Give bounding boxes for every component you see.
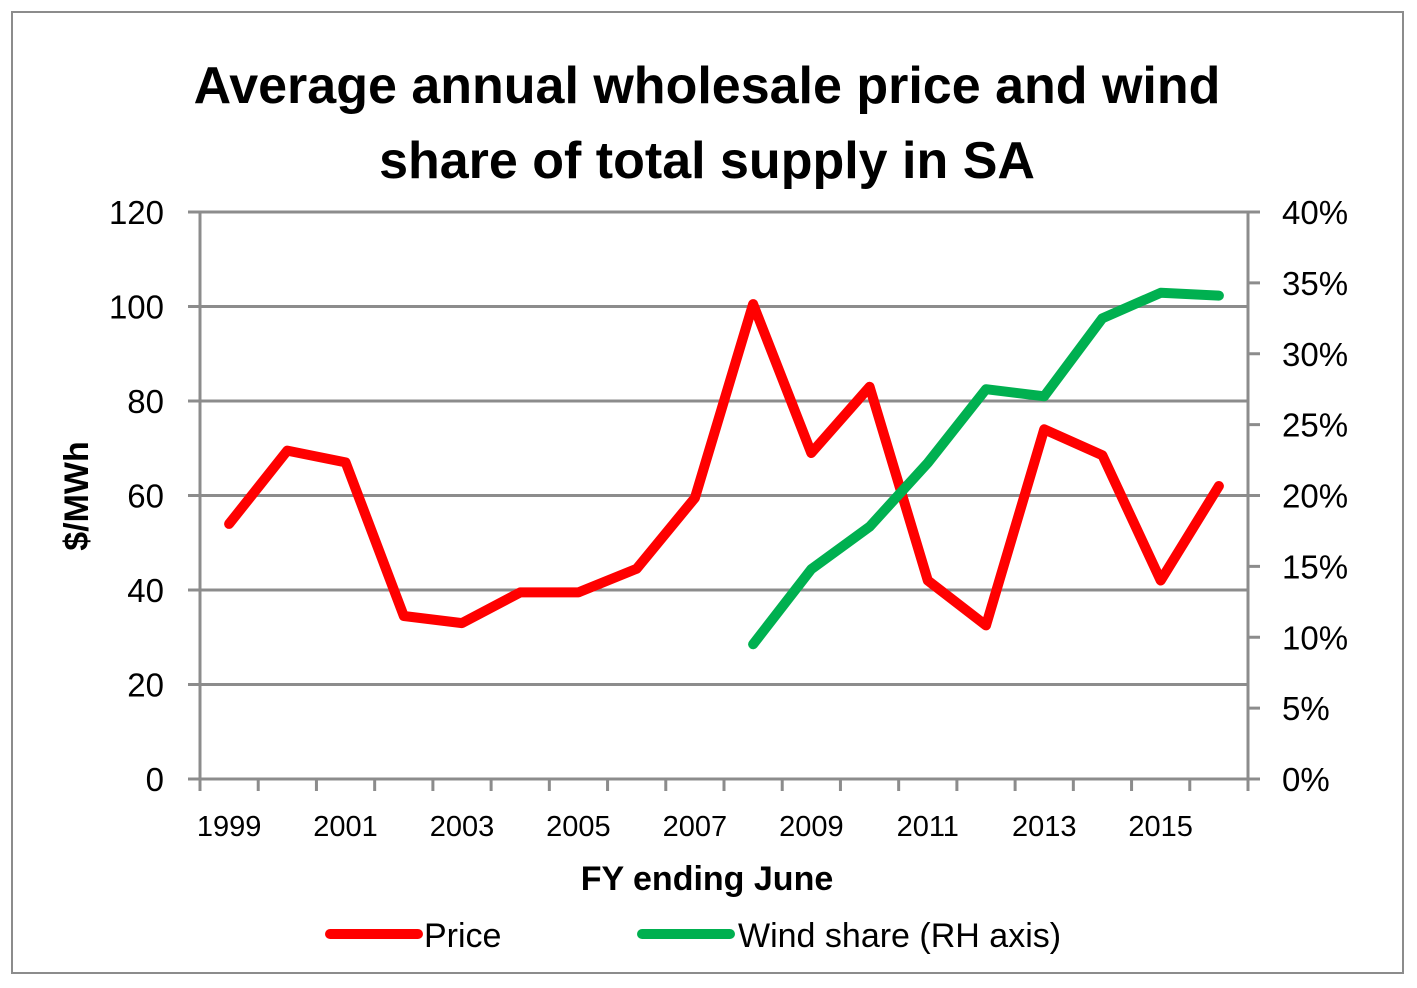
y-tick-label: 80 [127, 383, 164, 420]
y2-tick-label: 10% [1282, 619, 1348, 656]
series-line-price [224, 299, 1224, 631]
y-axis-label: $/MWh [58, 441, 96, 551]
x-tick-label: 1999 [197, 811, 262, 843]
legend-label-wind-share: Wind share (RH axis) [738, 917, 1061, 955]
x-tick-label: 2005 [546, 811, 611, 843]
chart-title-line-1: Average annual wholesale price and wind [194, 57, 1221, 115]
x-tick-label: 2013 [1012, 811, 1077, 843]
y-tick-label: 60 [127, 478, 164, 515]
y-tick-label: 40 [127, 572, 164, 609]
y2-tick-label: 40% [1282, 194, 1348, 231]
x-tick-label: 2007 [663, 811, 728, 843]
y2-tick-label: 25% [1282, 407, 1348, 444]
y-tick-label: 20 [127, 667, 164, 704]
y2-tick-label: 15% [1282, 548, 1348, 585]
x-axis-label: FY ending June [581, 860, 834, 898]
y2-tick-label: 20% [1282, 478, 1348, 515]
y2-tick-label: 0% [1282, 761, 1330, 798]
axes [188, 210, 1260, 791]
series-line-wind-share [748, 287, 1224, 650]
x-tick-label: 2003 [430, 811, 495, 843]
gridlines [200, 210, 1248, 686]
y2-tick-label: 5% [1282, 690, 1330, 727]
y2-tick-label: 35% [1282, 265, 1348, 302]
tick-labels: 0 20 40 60 80 100 120 0% 5% 10% 15% 20% 25% 30% 35% 40%… [109, 194, 1348, 843]
legend: Price Wind share (RH axis) [325, 917, 1061, 955]
x-tick-label: 2009 [779, 811, 844, 843]
y-tick-label: 120 [109, 194, 164, 231]
y2-tick-label: 30% [1282, 336, 1348, 373]
y-tick-label: 100 [109, 289, 164, 326]
x-tick-label: 2015 [1128, 811, 1193, 843]
x-tick-label: 2001 [313, 811, 378, 843]
legend-label-price: Price [424, 917, 501, 955]
chart-title-line-2: share of total supply in SA [379, 132, 1035, 190]
x-tick-label: 2011 [897, 811, 959, 843]
series-lines [224, 287, 1224, 650]
chart-frame [11, 11, 1404, 974]
y-tick-label: 0 [146, 761, 164, 798]
